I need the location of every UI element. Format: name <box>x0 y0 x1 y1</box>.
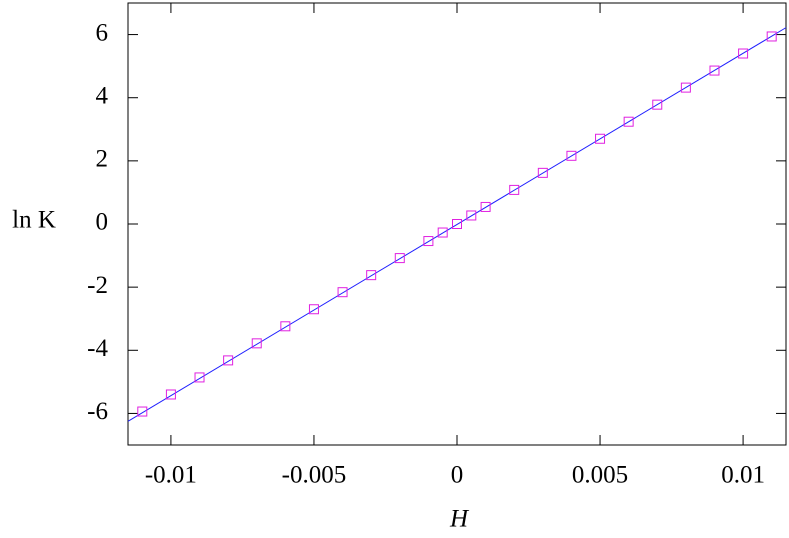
data-point <box>537 167 548 178</box>
data-point <box>337 287 348 298</box>
data-point <box>466 210 477 221</box>
y-tick-label: 2 <box>96 146 109 173</box>
x-tick-label: 0.005 <box>572 462 628 489</box>
data-point <box>437 227 448 238</box>
data-point <box>452 219 462 229</box>
data-point <box>766 31 777 42</box>
fit-line <box>127 27 787 422</box>
y-tick-label: -4 <box>87 335 108 362</box>
data-point <box>280 321 291 332</box>
data-point <box>595 133 606 144</box>
data-point <box>652 99 663 110</box>
data-point <box>709 65 720 76</box>
y-tick-label: 4 <box>96 82 109 109</box>
data-point <box>223 355 234 366</box>
y-tick-label: 6 <box>96 19 109 46</box>
data-point <box>308 304 319 315</box>
x-tick-label: 0 <box>451 462 464 489</box>
data-point <box>251 338 262 349</box>
x-tick-label: -0.005 <box>282 462 347 489</box>
data-point <box>194 372 205 383</box>
y-tick-label: -2 <box>87 272 108 299</box>
x-tick-label: 0.01 <box>721 462 765 489</box>
x-tick-label: -0.01 <box>145 462 197 489</box>
data-point <box>738 48 749 59</box>
data-point <box>165 389 176 400</box>
data-point <box>137 406 148 417</box>
data-point <box>566 150 577 161</box>
data-point <box>680 82 691 93</box>
data-point <box>423 236 434 247</box>
x-axis-label: H <box>449 506 470 533</box>
data-point <box>509 184 520 195</box>
data-point <box>366 270 377 281</box>
data-point <box>480 201 491 212</box>
y-axis-label: ln K <box>12 207 56 234</box>
y-tick-label: 0 <box>96 209 109 236</box>
data-point <box>623 116 634 127</box>
data-point <box>394 253 405 264</box>
y-tick-label: -6 <box>87 398 108 425</box>
